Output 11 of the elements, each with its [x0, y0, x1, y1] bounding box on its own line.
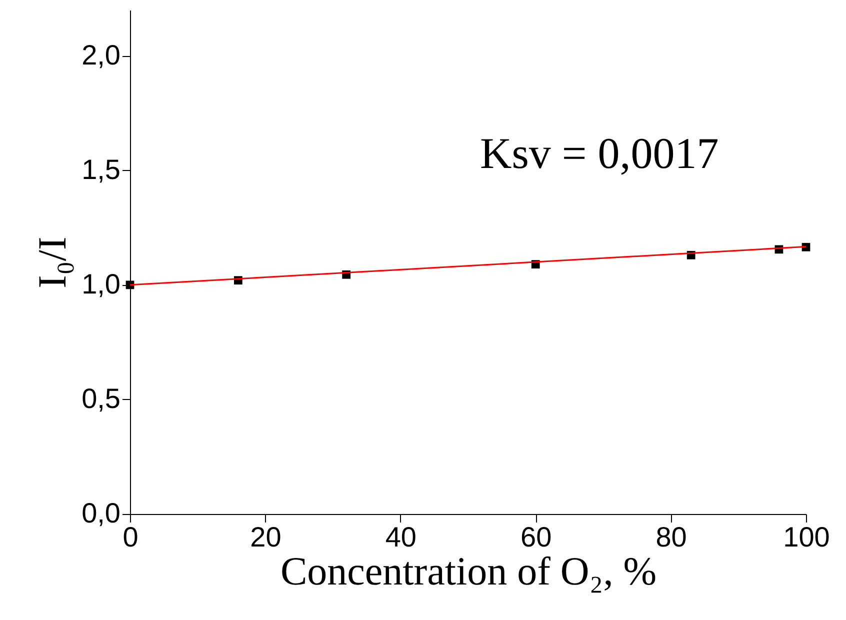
- x-tick-label: 80: [656, 522, 687, 552]
- x-tick-label: 0: [122, 522, 138, 552]
- y-tick-label: 0,0: [82, 498, 120, 528]
- x-tick-label: 100: [783, 522, 830, 552]
- y-axis-title: I₀/I: [30, 236, 75, 288]
- x-tick-label: 20: [250, 522, 282, 552]
- y-tick-label: 2,0: [82, 39, 120, 70]
- y-tick-label: 1,5: [82, 154, 120, 185]
- annotation: Ksv = 0,0017: [480, 129, 719, 178]
- y-tick-label: 0,5: [82, 382, 120, 414]
- y-tick-label: 1,0: [82, 268, 120, 300]
